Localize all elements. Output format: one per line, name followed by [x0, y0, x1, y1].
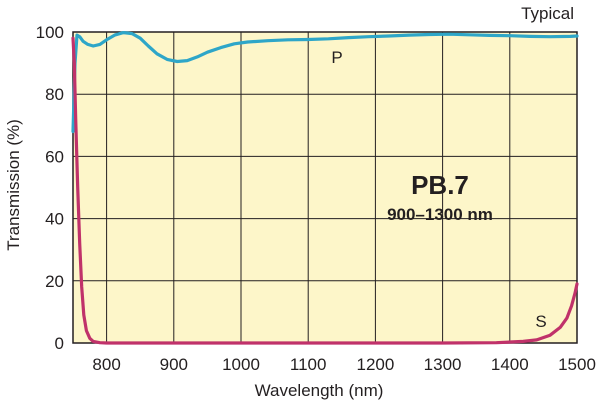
series-line-s	[71, 36, 579, 345]
series-label-p: P	[331, 48, 342, 67]
x-tick-label: 1300	[424, 355, 462, 374]
y-tick-label: 0	[55, 334, 64, 353]
x-tick-label: 1400	[491, 355, 529, 374]
y-tick-label: 40	[45, 210, 64, 229]
tick-labels: 800 900 1000 1100 1200 1300 1400 1500 0 20 40 60 80 1…	[36, 23, 596, 374]
x-tick-label: 1100	[290, 355, 327, 374]
series-layer	[71, 30, 579, 345]
y-tick-label: 100	[36, 23, 64, 42]
x-axis-label: Wavelength (nm)	[255, 381, 384, 400]
x-tick-label: 1200	[356, 355, 394, 374]
plot-background	[73, 32, 577, 343]
x-tick-label: 900	[160, 355, 188, 374]
y-tick-label: 20	[45, 272, 64, 291]
series-label-s: S	[535, 312, 546, 331]
x-tick-label: 1000	[222, 355, 260, 374]
annotation-title: PB.7	[411, 170, 469, 200]
x-tick-label: 1500	[558, 355, 596, 374]
y-axis-label: Transmission (%)	[4, 119, 23, 251]
series-line-p	[71, 30, 579, 134]
corner-label: Typical	[521, 4, 574, 23]
annotation-subtitle: 900–1300 nm	[387, 205, 493, 224]
y-tick-label: 80	[45, 85, 64, 104]
y-tick-label: 60	[45, 147, 64, 166]
x-tick-label: 800	[92, 355, 120, 374]
